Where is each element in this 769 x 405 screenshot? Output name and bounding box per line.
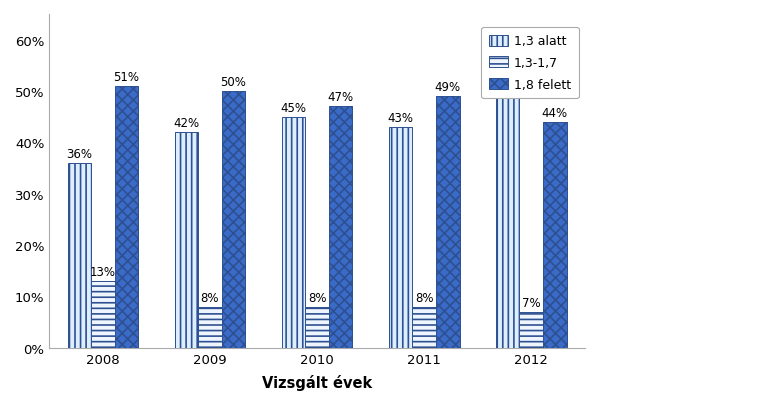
Text: 13%: 13% [90, 265, 116, 278]
Text: 47%: 47% [328, 91, 354, 104]
Text: 50%: 50% [221, 76, 247, 89]
Bar [412, 307, 436, 348]
Bar [330, 107, 353, 348]
Bar [92, 281, 115, 348]
Bar [199, 307, 223, 348]
Bar [437, 97, 461, 348]
Bar [92, 281, 115, 348]
Bar [68, 164, 92, 348]
Bar [306, 307, 330, 348]
Bar [496, 97, 520, 348]
Bar [389, 128, 412, 348]
Bar [520, 312, 543, 348]
Bar [544, 123, 568, 348]
Text: 8%: 8% [201, 291, 219, 304]
Text: 43%: 43% [388, 112, 414, 125]
Bar [305, 307, 329, 348]
Bar [281, 117, 305, 348]
Text: 44%: 44% [542, 107, 568, 119]
X-axis label: Vizsgált évek: Vizsgált évek [262, 374, 372, 390]
Text: 49%: 49% [494, 81, 521, 94]
Bar [543, 123, 567, 348]
Bar [221, 92, 245, 348]
Bar [497, 97, 521, 348]
Bar [115, 87, 138, 348]
Bar [175, 133, 199, 348]
Bar [390, 128, 413, 348]
Bar [329, 107, 352, 348]
Bar [198, 307, 221, 348]
Text: 49%: 49% [434, 81, 461, 94]
Bar [68, 164, 92, 348]
Bar [282, 117, 306, 348]
Bar [175, 133, 198, 348]
Text: 7%: 7% [522, 296, 541, 309]
Bar [223, 92, 246, 348]
Bar [436, 97, 460, 348]
Bar [115, 87, 139, 348]
Text: 8%: 8% [308, 291, 326, 304]
Legend: 1,3 alatt, 1,3-1,7, 1,8 felett: 1,3 alatt, 1,3-1,7, 1,8 felett [481, 28, 578, 99]
Text: 42%: 42% [173, 117, 199, 130]
Text: 8%: 8% [415, 291, 434, 304]
Text: 45%: 45% [281, 101, 307, 114]
Text: 51%: 51% [114, 70, 139, 83]
Bar [413, 307, 437, 348]
Bar [521, 312, 544, 348]
Text: 36%: 36% [66, 147, 92, 160]
